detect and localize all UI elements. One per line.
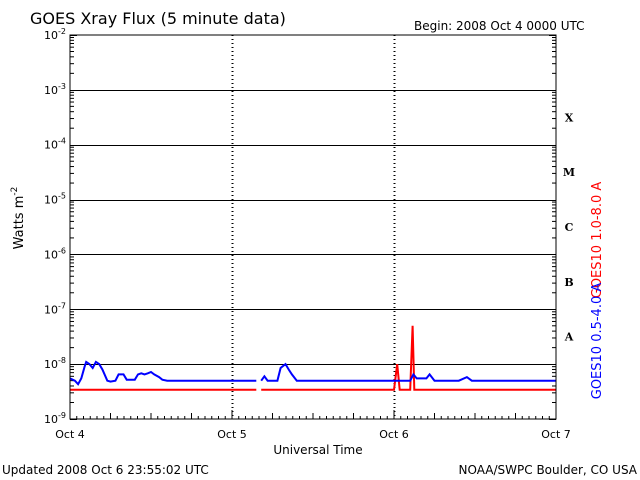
legend-red-text: GOES10 1.0-8.0 A <box>590 182 605 299</box>
y-axis-label: Watts m-2 <box>10 187 27 250</box>
plot-grid <box>69 35 557 420</box>
x-tick-label: Oct 6 <box>379 428 409 441</box>
plot-frame <box>69 34 557 420</box>
svg-text:Watts m-2: Watts m-2 <box>10 187 27 250</box>
flare-class-label: X <box>565 111 574 124</box>
begin-label: Begin: 2008 Oct 4 0000 UTC <box>414 19 585 33</box>
flare-class-label: B <box>564 276 573 289</box>
legend-red: GOES10 1.0-8.0 A <box>590 182 605 299</box>
x-axis-label: Universal Time <box>273 443 362 457</box>
y-tick-label: 10-4 <box>44 137 66 152</box>
x-tick-label: Oct 7 <box>541 428 571 441</box>
y-tick-label: 10-8 <box>44 356 66 371</box>
y-tick-label: 10-5 <box>44 192 66 207</box>
series-line-short-wavelength <box>69 360 556 386</box>
y-axis-label-text: Watts m <box>12 196 27 250</box>
flare-class-label: C <box>565 221 574 234</box>
legend-blue: GOES10 0.5-4.0 A <box>590 283 605 400</box>
flare-class-label: M <box>563 166 575 179</box>
y-tick-label: 10-6 <box>44 246 66 261</box>
flare-class-labels: X M C B A <box>563 111 575 343</box>
x-tick-labels: Oct 4 Oct 5 Oct 6 Oct 7 <box>55 428 571 441</box>
y-tick-label: 10-3 <box>44 82 66 97</box>
y-tick-labels: 10-2 10-3 10-4 10-5 10-6 10-7 10-8 10-9 <box>44 27 66 426</box>
data-series <box>69 325 556 391</box>
chart-title: GOES Xray Flux (5 minute data) <box>30 9 286 28</box>
updated-footer: Updated 2008 Oct 6 23:55:02 UTC <box>2 463 209 477</box>
x-tick-label: Oct 5 <box>217 428 247 441</box>
y-tick-label: 10-7 <box>44 301 66 316</box>
y-tick-label: 10-9 <box>44 411 66 426</box>
series-line-long-wavelength <box>70 325 556 391</box>
y-axis-label-exponent: -2 <box>10 187 20 196</box>
y-tick-label: 10-2 <box>44 27 66 42</box>
x-tick-label: Oct 4 <box>55 428 85 441</box>
legend-blue-text: GOES10 0.5-4.0 A <box>590 283 605 400</box>
credit-footer: NOAA/SWPC Boulder, CO USA <box>459 463 638 477</box>
flare-class-label: A <box>564 331 574 344</box>
